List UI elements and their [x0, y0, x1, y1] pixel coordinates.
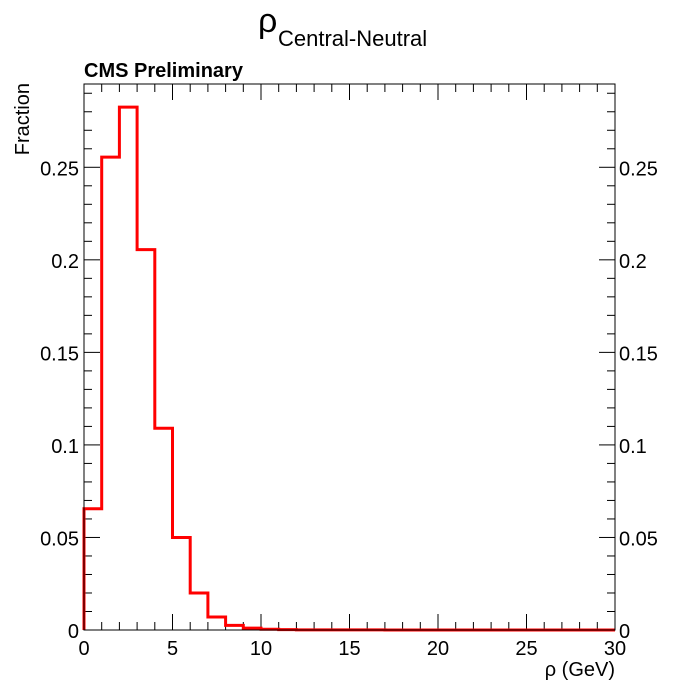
y-tick-labels-left: 0 0.05 0.1 0.15 0.2 0.25 [40, 158, 79, 643]
y-tick-label-left: 0 [68, 621, 79, 643]
plot-frame [83, 83, 616, 631]
y-tick-labels-right: 0 0.05 0.1 0.15 0.2 0.25 [619, 158, 658, 643]
y-tick-label-left: 0.2 [51, 251, 79, 273]
x-tick-labels: 0 5 10 15 20 25 30 [78, 638, 626, 660]
y-tick-label-left: 0.15 [40, 343, 79, 365]
y-tick-label-left: 0.1 [51, 436, 79, 458]
y-tick-label-right: 0.15 [619, 343, 658, 365]
x-tick-label: 5 [167, 638, 178, 660]
y-tick-label-right: 0.1 [619, 436, 647, 458]
y-tick-label-right: 0.25 [619, 158, 658, 180]
chart-title: ρ [258, 2, 277, 40]
y-axis-title: Fraction [12, 83, 34, 155]
y-tick-label-left: 0.05 [40, 528, 79, 550]
y-tick-label-left: 0.25 [40, 158, 79, 180]
x-tick-label: 30 [604, 638, 626, 660]
y-tick-label-right: 0 [619, 621, 630, 643]
y-tick-label-right: 0.05 [619, 528, 658, 550]
y-tick-label-right: 0.2 [619, 251, 647, 273]
chart-title-subscript: Central-Neutral [278, 26, 427, 51]
x-axis-title: ρ (GeV) [545, 659, 615, 681]
x-tick-label: 0 [78, 638, 89, 660]
x-tick-label: 25 [515, 638, 537, 660]
x-tick-label: 20 [427, 638, 449, 660]
x-tick-label: 15 [338, 638, 360, 660]
x-tick-label: 10 [250, 638, 272, 660]
cms-preliminary-label: CMS Preliminary [84, 60, 244, 82]
